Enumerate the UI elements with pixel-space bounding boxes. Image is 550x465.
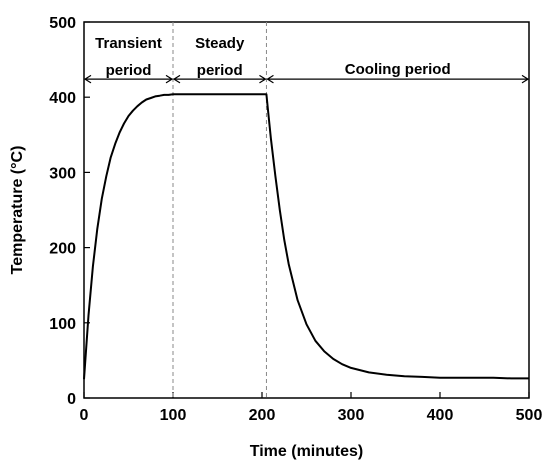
annotation-arrowhead-left-2 bbox=[266, 74, 274, 84]
annotation-label-1-line-2: period bbox=[197, 62, 243, 79]
annotation-arrowhead-left-0 bbox=[83, 74, 92, 84]
annotation-label-1-line-1: Steady bbox=[195, 35, 245, 52]
annotation-label-0-line-2: period bbox=[106, 62, 152, 79]
series-line-0 bbox=[83, 93, 529, 380]
y-axis-title: Temperature (°C) bbox=[9, 146, 26, 275]
y-tick-label-500: 500 bbox=[49, 15, 76, 32]
x-axis-title: Time (minutes) bbox=[250, 443, 364, 460]
x-tick-label-0: 0 bbox=[80, 407, 89, 424]
y-tick-label-400: 400 bbox=[49, 90, 76, 107]
annotation-arrowhead-right-2 bbox=[521, 74, 530, 84]
annotation-arrowhead-left-1 bbox=[172, 74, 181, 84]
y-tick-label-0: 0 bbox=[67, 391, 76, 408]
x-tick-label-200: 200 bbox=[249, 407, 276, 424]
y-tick-label-100: 100 bbox=[49, 316, 76, 333]
x-tick-label-100: 100 bbox=[160, 407, 187, 424]
annotation-label-0-line-1: Transient bbox=[95, 35, 162, 52]
plot-frame bbox=[83, 21, 530, 399]
x-tick-label-300: 300 bbox=[338, 407, 365, 424]
x-tick-label-500: 500 bbox=[516, 407, 543, 424]
y-tick-label-300: 300 bbox=[49, 165, 76, 182]
annotation-label-2: Cooling period bbox=[345, 61, 451, 78]
x-tick-label-400: 400 bbox=[427, 407, 454, 424]
y-tick-label-200: 200 bbox=[49, 241, 76, 258]
annotation-arrowhead-right-1 bbox=[259, 74, 267, 84]
annotation-arrowhead-right-0 bbox=[165, 74, 174, 84]
